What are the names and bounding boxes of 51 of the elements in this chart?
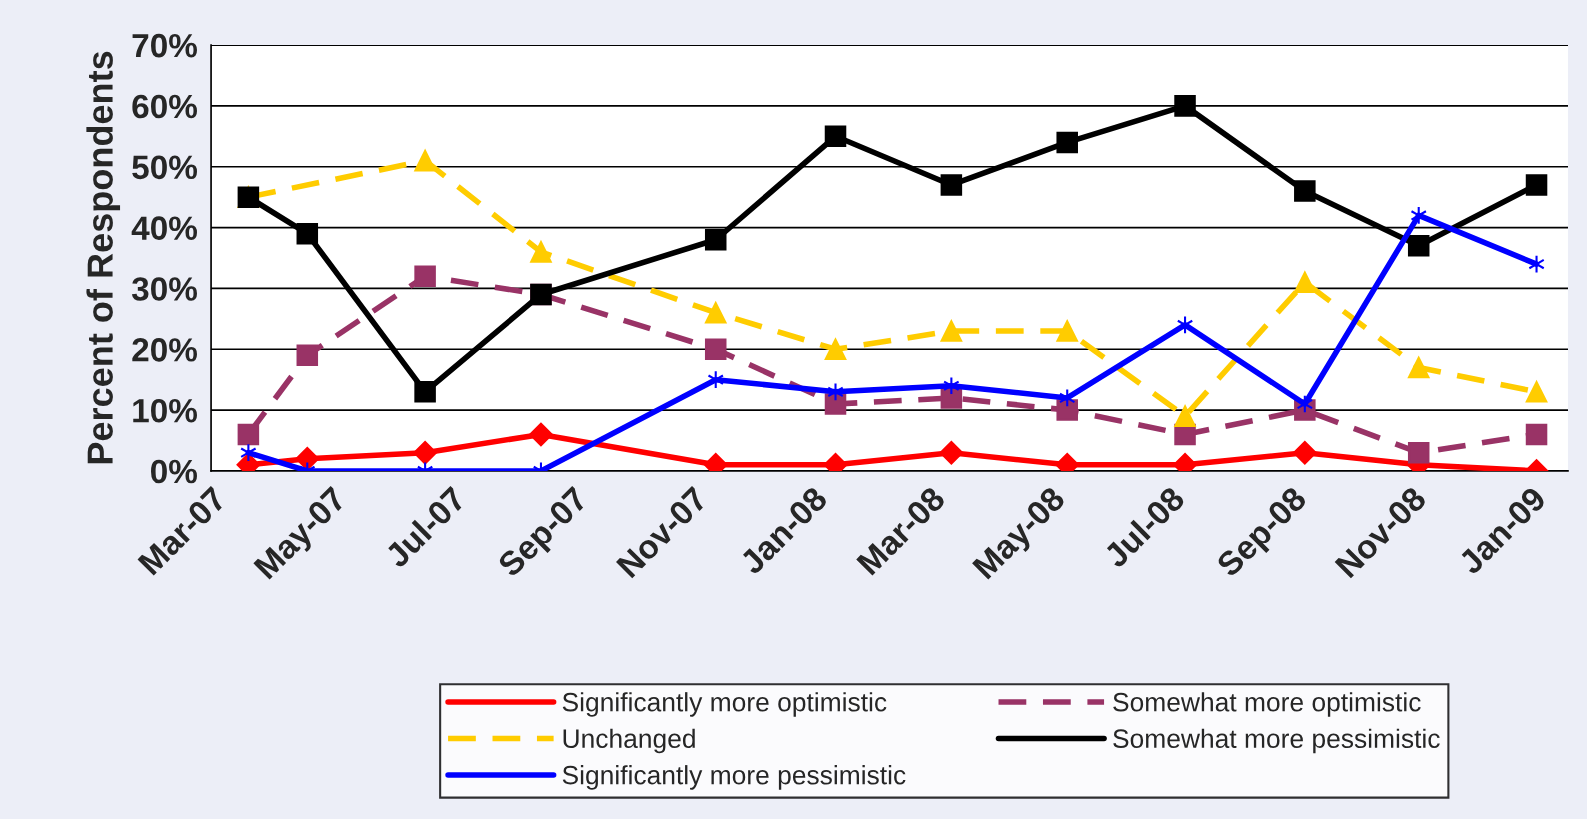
point xyxy=(1174,95,1196,117)
y-tick-label: 10% xyxy=(133,398,197,423)
legend-label: Somewhat more pessimistic xyxy=(1113,728,1440,754)
point xyxy=(1292,440,1317,465)
point xyxy=(940,320,963,342)
point xyxy=(1407,356,1430,379)
y-tick-label: 20% xyxy=(132,338,197,362)
y-tick-label: 70% xyxy=(132,33,197,58)
point xyxy=(1294,271,1316,294)
point xyxy=(296,344,319,367)
y-tick-label: 30% xyxy=(131,277,197,301)
legend-label: Somewhat more optimistic xyxy=(1113,692,1421,717)
point xyxy=(1056,320,1078,342)
point xyxy=(1174,405,1196,427)
point xyxy=(1176,315,1194,335)
y-tick-label: 60% xyxy=(132,94,197,119)
point xyxy=(529,422,553,447)
y-tick-label: 50% xyxy=(132,155,197,180)
y-axis-title: Percent of Respondents xyxy=(86,51,121,464)
legend-label: Unchanged xyxy=(563,728,695,754)
point xyxy=(296,222,319,245)
point xyxy=(295,446,320,471)
point xyxy=(707,370,724,390)
point xyxy=(1056,131,1078,154)
point xyxy=(414,381,436,403)
point xyxy=(1056,399,1078,421)
point xyxy=(1407,235,1430,257)
point xyxy=(827,382,844,402)
point xyxy=(704,228,727,251)
point xyxy=(414,149,436,172)
point xyxy=(704,338,727,361)
y-tick-label: 40% xyxy=(131,216,197,240)
point xyxy=(940,174,963,196)
point xyxy=(413,440,437,465)
point xyxy=(1528,254,1545,274)
point xyxy=(530,241,552,263)
point xyxy=(237,423,260,446)
point xyxy=(1525,423,1548,446)
point xyxy=(414,265,436,287)
point xyxy=(1407,441,1430,464)
point xyxy=(939,440,964,465)
point xyxy=(1294,180,1316,202)
point xyxy=(824,338,847,361)
point xyxy=(704,301,727,324)
point xyxy=(1525,174,1548,196)
y-tick-label: 0% xyxy=(151,459,197,484)
point xyxy=(824,125,847,148)
legend-label: Significantly more optimistic xyxy=(562,692,887,717)
legend-label: Significantly more pessimistic xyxy=(562,765,906,790)
point xyxy=(943,376,960,396)
point xyxy=(1525,381,1548,403)
